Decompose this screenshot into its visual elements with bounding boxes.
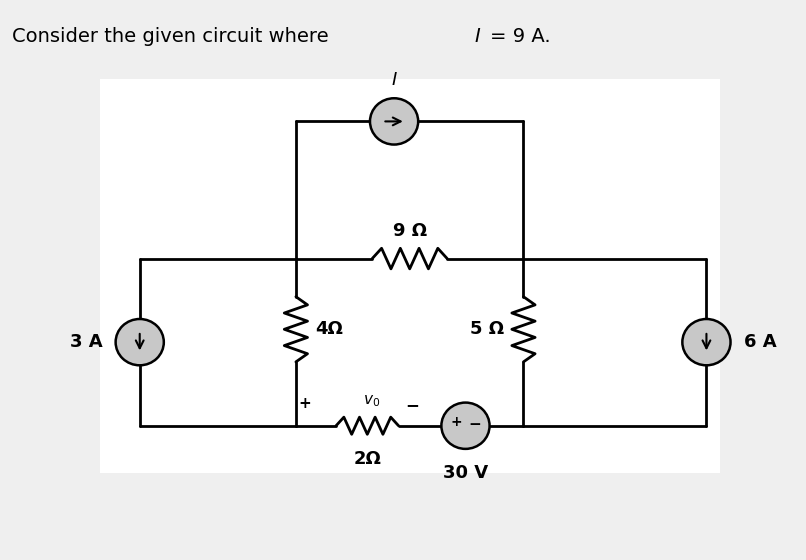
Text: 5 Ω: 5 Ω bbox=[470, 320, 504, 338]
Circle shape bbox=[370, 98, 418, 144]
Text: I: I bbox=[392, 71, 397, 89]
Circle shape bbox=[683, 319, 730, 365]
Text: 9 Ω: 9 Ω bbox=[393, 222, 426, 240]
Text: −: − bbox=[405, 396, 419, 414]
Text: $v_0$: $v_0$ bbox=[364, 393, 380, 409]
Text: +: + bbox=[298, 396, 311, 411]
Text: +: + bbox=[451, 416, 463, 430]
Text: Consider the given circuit where: Consider the given circuit where bbox=[12, 27, 335, 46]
FancyBboxPatch shape bbox=[100, 78, 720, 473]
Text: 2Ω: 2Ω bbox=[353, 450, 381, 468]
Text: 30 V: 30 V bbox=[443, 464, 488, 482]
Text: −: − bbox=[468, 417, 480, 432]
Circle shape bbox=[442, 403, 489, 449]
Text: 4Ω: 4Ω bbox=[315, 320, 343, 338]
Text: I: I bbox=[475, 27, 480, 46]
Text: 6 A: 6 A bbox=[744, 333, 776, 351]
Text: = 9 A.: = 9 A. bbox=[490, 27, 550, 46]
Text: 3 A: 3 A bbox=[69, 333, 102, 351]
Circle shape bbox=[115, 319, 164, 365]
